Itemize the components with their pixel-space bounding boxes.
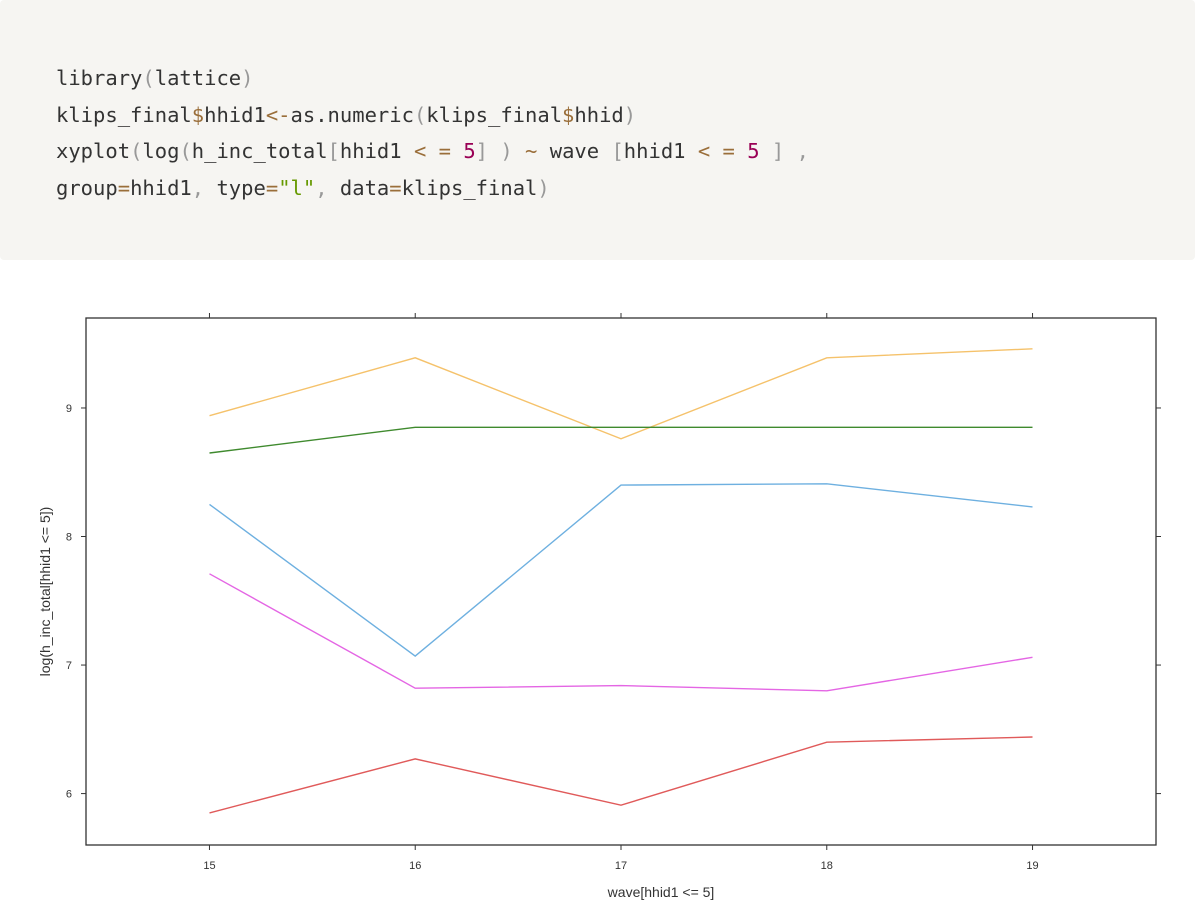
code-token: ( — [130, 139, 143, 163]
code-token: hhid1 — [339, 139, 414, 163]
x-axis-label: wave[hhid1 <= 5] — [607, 884, 715, 900]
series-line-2 — [209, 426, 1033, 454]
series-line-4 — [209, 573, 1033, 692]
code-token: [ — [327, 139, 340, 163]
code-token: < — [697, 139, 711, 163]
code-token: hhid — [574, 102, 624, 127]
code-token: ) — [623, 102, 637, 127]
y-tick-label: 7 — [66, 660, 72, 672]
x-tick-label: 15 — [203, 860, 215, 872]
code-line: xyplot(log(h_inc_total[hhid1 < = 5] ) ~ … — [56, 133, 1195, 170]
y-tick-label: 6 — [66, 789, 72, 801]
code-token: = — [438, 139, 451, 163]
code-token: group — [56, 175, 118, 200]
code-token: = — [722, 139, 735, 163]
code-token: = — [389, 175, 402, 200]
code-token: klips_final — [56, 102, 192, 127]
code-token: log — [142, 139, 180, 163]
code-token: $ — [191, 102, 205, 127]
code-token: , — [796, 139, 809, 163]
code-block: library(lattice) klips_final$hhid1<-as.nu… — [0, 0, 1195, 260]
code-token: hhid1 — [130, 175, 192, 200]
code-token: ) — [537, 175, 550, 200]
code-token: ) — [500, 139, 513, 163]
code-token: as.numeric — [290, 102, 414, 127]
code-token: type — [204, 175, 266, 200]
code-token: <- — [265, 102, 291, 127]
y-axis-label: log(h_inc_total[hhid1 <= 5]) — [37, 507, 53, 677]
code-token: klips_final — [401, 175, 538, 200]
x-tick-label: 18 — [821, 860, 833, 872]
code-token: 5 — [747, 139, 760, 163]
code-token: ( — [142, 66, 155, 90]
code-token: , — [315, 175, 328, 200]
code-line: library(lattice) — [56, 60, 1195, 97]
code-token: library — [56, 66, 143, 90]
code-line: klips_final$hhid1<-as.numeric(klips_fina… — [56, 97, 1195, 134]
y-tick-label: 9 — [66, 403, 72, 415]
x-tick-label: 19 — [1026, 860, 1038, 872]
code-token: ] — [475, 139, 489, 163]
code-token: hhid1 — [204, 102, 266, 127]
code-token: xyplot — [56, 139, 131, 163]
code-token: 5 — [463, 139, 476, 163]
series-line-5 — [209, 736, 1033, 814]
x-tick-label: 16 — [409, 860, 421, 872]
code-token: ( — [413, 102, 427, 127]
code-token: < — [413, 139, 427, 163]
series-line-1 — [209, 348, 1033, 440]
y-tick-label: 8 — [66, 532, 72, 544]
code-token: [ — [611, 139, 624, 163]
code-token: wave — [537, 139, 612, 163]
code-token: klips_final — [426, 102, 563, 127]
x-tick-label: 17 — [615, 860, 627, 872]
code-token: lattice — [154, 66, 242, 90]
plot-frame — [85, 317, 1157, 846]
code-line: group=hhid1, type="l", data=klips_final) — [56, 170, 1195, 207]
code-token: = — [117, 175, 131, 200]
code-token: $ — [562, 102, 575, 127]
code-token: data — [327, 175, 390, 200]
code-token: = — [265, 175, 279, 200]
series-line-3 — [209, 483, 1033, 657]
code-token: h_inc_total — [191, 139, 328, 163]
code-token: "l" — [278, 175, 316, 200]
code-token: ] — [771, 139, 785, 163]
code-token: ) — [241, 66, 254, 90]
code-token: , — [191, 175, 205, 200]
code-token: hhid1 — [623, 139, 698, 163]
code-token: ( — [179, 139, 192, 163]
code-token: ~ — [525, 139, 538, 163]
